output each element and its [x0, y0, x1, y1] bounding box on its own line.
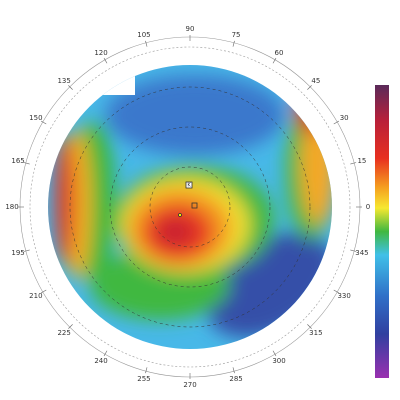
- angle-label: 150: [29, 114, 42, 122]
- angle-label: 105: [137, 31, 150, 39]
- inner-rings: [69, 86, 311, 328]
- heat-map: [48, 65, 332, 349]
- angle-tick: [350, 162, 357, 165]
- angle-tick: [23, 249, 30, 252]
- angle-label: 315: [309, 329, 322, 337]
- angle-labels: 0 15 30 45 60 75 90 105 120 135 150 165 180 195 210 225…: [5, 25, 370, 389]
- angle-label: 330: [337, 292, 350, 300]
- color-scale: [375, 85, 389, 378]
- angle-label: 210: [29, 292, 42, 300]
- angle-label: 240: [94, 357, 107, 365]
- angle-tick: [232, 40, 235, 47]
- angle-tick: [350, 249, 357, 252]
- angle-label: 75: [232, 31, 241, 39]
- angle-label: 90: [186, 25, 195, 33]
- angle-tick: [272, 57, 277, 64]
- angle-tick: [333, 289, 340, 294]
- angle-label: 255: [137, 375, 150, 383]
- angle-label: 120: [94, 49, 107, 57]
- angle-label: 345: [355, 249, 368, 257]
- angle-label: 285: [229, 375, 242, 383]
- angle-tick: [23, 162, 30, 165]
- angle-label: 225: [57, 329, 70, 337]
- angle-tick: [40, 289, 47, 294]
- angle-tick: [68, 324, 73, 329]
- angle-tick: [333, 120, 340, 125]
- angle-label: 270: [183, 381, 196, 389]
- angle-tick: [272, 350, 277, 357]
- angle-tick: [40, 120, 47, 125]
- angle-tick: [232, 367, 235, 374]
- angle-label: 45: [311, 77, 320, 85]
- angle-tick: [307, 324, 312, 329]
- angle-label: 15: [357, 157, 366, 165]
- angle-tick: [145, 40, 148, 47]
- angle-label: 30: [340, 114, 349, 122]
- angle-tick: [68, 85, 73, 90]
- angle-label: 180: [5, 203, 18, 211]
- angle-tick: [307, 85, 312, 90]
- angle-label: 135: [57, 77, 70, 85]
- angle-label: 0: [366, 203, 370, 211]
- marker-label: K: [187, 183, 191, 189]
- center-marker: [178, 181, 198, 217]
- angle-label: 165: [11, 157, 24, 165]
- angle-label: 300: [272, 357, 285, 365]
- angle-tick: [103, 350, 108, 357]
- angle-label: 195: [11, 249, 24, 257]
- angle-tick: [103, 57, 108, 64]
- angle-tick: [145, 367, 148, 374]
- angle-label: 60: [275, 49, 284, 57]
